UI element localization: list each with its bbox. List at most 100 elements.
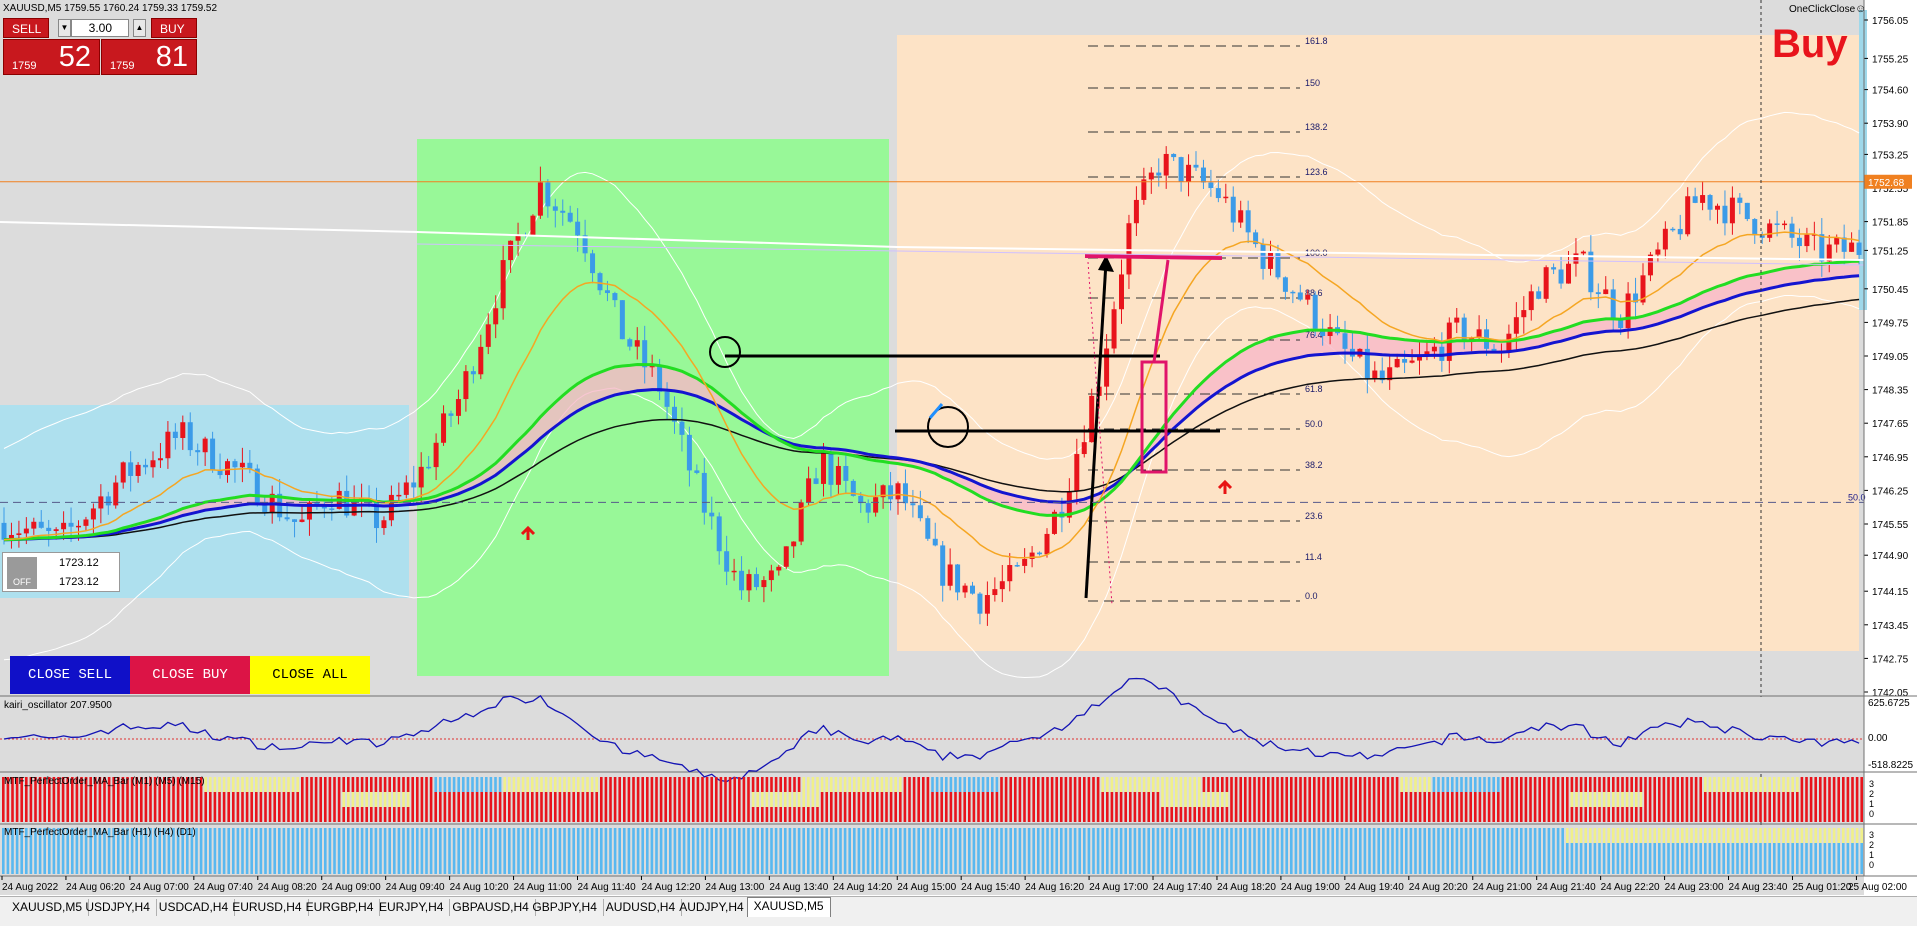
mtf-bar (1543, 807, 1546, 822)
mtf-bar (613, 858, 617, 874)
mtf-bar (1313, 777, 1316, 792)
mtf-bar (1257, 777, 1261, 792)
tab-usdcad-h4[interactable]: USDCAD,H4 (153, 899, 236, 916)
mtf-bar (512, 858, 516, 874)
mtf-bar (434, 858, 437, 874)
mtf-bar (1474, 792, 1477, 807)
mtf-bar (963, 858, 966, 874)
tab-eurgbp-h4[interactable]: EURGBP,H4 (300, 899, 381, 916)
candle-body (1670, 228, 1676, 231)
mtf-bar (1064, 792, 1068, 807)
mtf-bar (1492, 858, 1495, 874)
buy-label-button[interactable]: BUY (151, 18, 197, 38)
mtf-bar (604, 777, 608, 792)
mtf-bar (981, 843, 985, 858)
mtf-bar (535, 858, 539, 874)
mtf-bar (1607, 777, 1610, 792)
mtf-bar (820, 777, 824, 792)
mtf-bar (1667, 807, 1670, 822)
sell-label-button[interactable]: SELL (3, 18, 49, 38)
tab-eurusd-h4[interactable]: EURUSD,H4 (226, 899, 309, 916)
mtf-bar (1004, 807, 1008, 822)
mtf-bar (1759, 843, 1762, 858)
mtf-bar (793, 792, 796, 807)
tab-gbpausd-h4[interactable]: GBPAUSD,H4 (446, 899, 536, 916)
candle-body (843, 465, 849, 481)
off-toggle[interactable]: OFF (7, 557, 37, 589)
mtf-bar (287, 858, 290, 874)
mtf-bar (1359, 792, 1362, 807)
mtf-bar (687, 777, 690, 792)
mtf-bar (259, 828, 263, 843)
close-buy-button[interactable]: CLOSE BUY (130, 656, 250, 694)
tab-usdjpy-h4[interactable]: USDJPY,H4 (79, 899, 157, 916)
tab-audusd-h4[interactable]: AUDUSD,H4 (600, 899, 683, 916)
tab-audjpy-h4[interactable]: AUDJPY,H4 (673, 899, 751, 916)
mtf-bar (1575, 777, 1578, 792)
buy-price-button[interactable]: 1759 81 (101, 39, 197, 75)
mtf-bar (609, 828, 612, 843)
mtf-bar (503, 807, 506, 822)
mtf-bar (839, 828, 842, 843)
mtf-bar (29, 807, 33, 822)
tab-xauusd-m5[interactable]: XAUUSD,M5 (6, 899, 90, 916)
tab-eurjpy-h4[interactable]: EURJPY,H4 (373, 899, 451, 916)
close-sell-button[interactable]: CLOSE SELL (10, 656, 130, 694)
mtf-bar (880, 792, 884, 807)
mtf-bar (862, 828, 865, 843)
mtf-bar (374, 858, 378, 874)
mtf-bar (1331, 807, 1334, 822)
mtf-bar (57, 807, 60, 822)
price-tick-label: 1749.75 (1872, 318, 1909, 329)
candle-body (105, 496, 111, 506)
tab-xauusd-m5[interactable]: XAUUSD,M5 (746, 897, 831, 918)
mtf-bar (1598, 792, 1601, 807)
mtf-bar (1524, 843, 1528, 858)
mtf-bar (1391, 792, 1394, 807)
mtf-bar (1437, 858, 1440, 874)
mtf-bar (664, 843, 667, 858)
mtf-bar (1386, 792, 1390, 807)
mtf-bar (264, 792, 267, 807)
mtf-bar (328, 777, 332, 792)
lot-increase-icon[interactable]: ▲ (133, 19, 146, 37)
lot-decrease-icon[interactable]: ▼ (58, 19, 71, 37)
mtf-bar (1773, 777, 1776, 792)
mtf-bar (797, 828, 801, 843)
mtf-bar (1708, 843, 1712, 858)
mtf-bar (1759, 792, 1762, 807)
candle-body (1662, 228, 1668, 250)
close-all-button[interactable]: CLOSE ALL (250, 656, 370, 694)
mtf-bar (1451, 828, 1454, 843)
mtf-bar (1221, 843, 1224, 858)
mtf-bar (1400, 777, 1403, 792)
mtf-bar (1819, 777, 1822, 792)
mtf-bar (333, 792, 336, 807)
mtf-bar (853, 807, 856, 822)
mtf-bar (158, 807, 161, 822)
mtf-bar (1745, 843, 1748, 858)
sell-price-button[interactable]: 1759 52 (3, 39, 100, 75)
candle-body (1007, 565, 1013, 582)
price-tick-label: 1756.05 (1872, 16, 1909, 27)
mtf-bar (1464, 777, 1468, 792)
mtf-bar (1635, 807, 1638, 822)
mtf-bar (1593, 858, 1597, 874)
tab-gbpjpy-h4[interactable]: GBPJPY,H4 (526, 899, 604, 916)
mtf-bar (1745, 777, 1748, 792)
mtf-bar (1280, 807, 1284, 822)
mtf-bar (264, 843, 267, 858)
mtf-bar (1662, 843, 1666, 858)
mtf-bar (613, 792, 617, 807)
mtf-bar (1023, 807, 1026, 822)
lot-size-field[interactable]: 3.00 (71, 19, 129, 37)
mtf-bar (1354, 792, 1357, 807)
mtf-bar (1188, 807, 1192, 822)
mtf-bar (1207, 792, 1210, 807)
mtf-bar (1855, 792, 1859, 807)
oneclick-close-label[interactable]: OneClickClose (1789, 4, 1856, 15)
mtf-bar (1188, 828, 1192, 843)
mtf-bar (80, 858, 83, 874)
candle-body (739, 570, 745, 591)
